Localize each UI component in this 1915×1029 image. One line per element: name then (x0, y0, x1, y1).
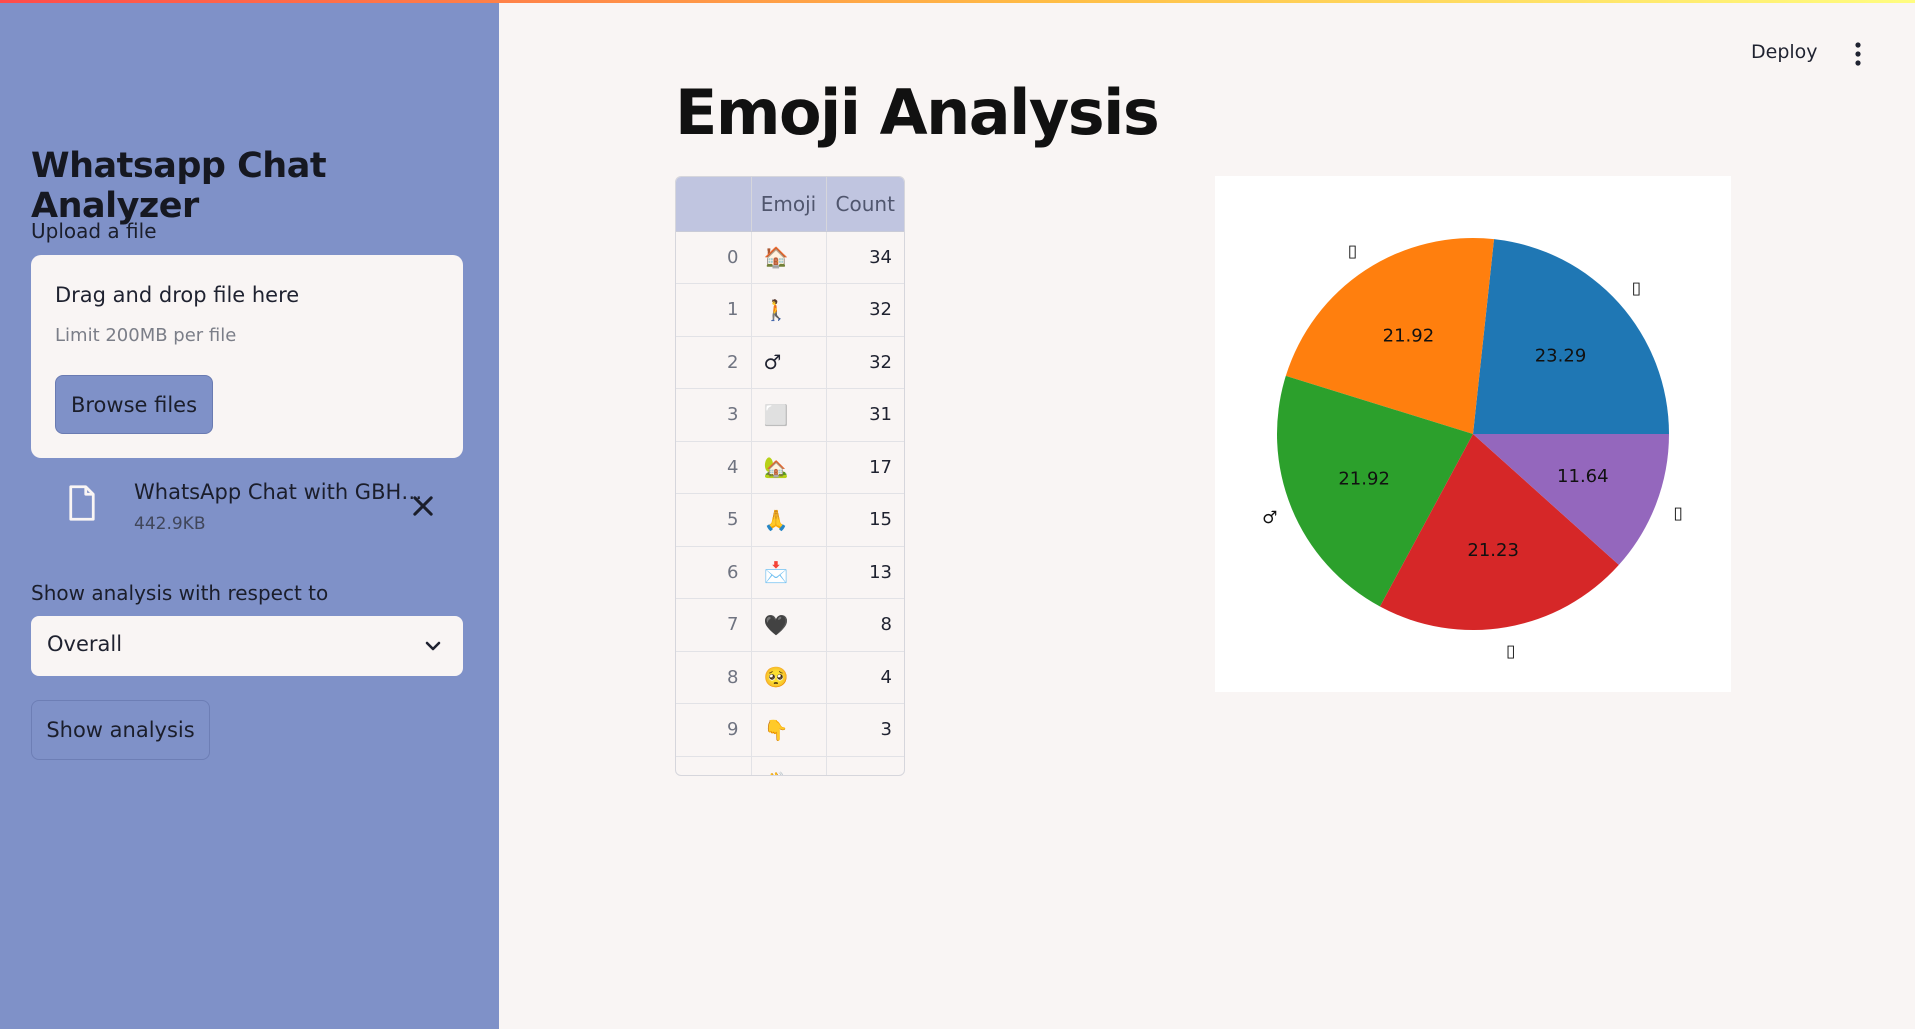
row-index: 0 (676, 231, 752, 284)
table-row: 6 📩 13 (676, 546, 904, 599)
row-emoji: 🙏 (751, 493, 827, 547)
deploy-button[interactable]: Deploy (1751, 41, 1818, 63)
pie-value-label: 21.92 (1338, 468, 1390, 489)
dropzone-title: Drag and drop file here (55, 283, 300, 307)
column-header-emoji[interactable]: Emoji (751, 177, 827, 232)
row-count: 8 (826, 598, 904, 652)
close-icon[interactable] (409, 492, 437, 520)
dropzone-limit: Limit 200MB per file (55, 325, 237, 346)
pie-category-label: ▯ (1632, 278, 1641, 298)
row-emoji: 🖤 (751, 598, 827, 652)
row-count: 15 (826, 493, 904, 547)
show-analysis-button[interactable]: Show analysis (31, 700, 210, 760)
file-icon (69, 485, 95, 521)
pie-value-label: 11.64 (1557, 466, 1609, 487)
pie-category-label: ♂ (1262, 508, 1277, 528)
analysis-target-select[interactable]: Overall (31, 616, 463, 676)
row-emoji: ♂ (751, 336, 827, 389)
table-row: 8 🥺 4 (676, 651, 904, 704)
row-count (826, 756, 904, 775)
row-count: 3 (826, 703, 904, 757)
more-options-icon[interactable] (1846, 40, 1870, 68)
row-index: 5 (676, 493, 752, 547)
row-emoji: 📩 (751, 546, 827, 599)
column-header-count[interactable]: Count (826, 177, 904, 232)
row-count: 34 (826, 231, 904, 284)
pie-value-label: 21.23 (1467, 540, 1519, 561)
pie-category-label: ▯ (1506, 641, 1515, 661)
table-row: 2 ♂ 32 (676, 336, 904, 389)
row-index: 3 (676, 388, 752, 442)
chevron-down-icon (425, 641, 441, 651)
table-row: 9 👇 3 (676, 703, 904, 757)
pie-slice (1473, 434, 1669, 565)
row-emoji: 👇 (751, 703, 827, 757)
row-count: 31 (826, 388, 904, 442)
select-value: Overall (47, 632, 123, 656)
table-row: 4 🏡 17 (676, 441, 904, 494)
table-row: 3 ⬜ 31 (676, 388, 904, 442)
row-index: 2 (676, 336, 752, 389)
row-emoji: ⬜ (751, 388, 827, 442)
row-emoji: 👋 (751, 756, 827, 775)
upload-label: Upload a file (31, 219, 157, 243)
select-label: Show analysis with respect to (31, 581, 329, 605)
row-index: 4 (676, 441, 752, 494)
row-count: 32 (826, 336, 904, 389)
sidebar-title: Whatsapp Chat Analyzer (31, 146, 327, 226)
pie-category-label: ▯ (1673, 503, 1682, 523)
row-count: 13 (826, 546, 904, 599)
row-index: 9 (676, 703, 752, 757)
emoji-table[interactable]: Emoji Count 0 🏠 34 1 🚶 32 2 ♂ 32 3 ⬜ (675, 176, 905, 776)
emoji-pie-chart: 23.29 ▯ 21.92 ▯ 21.92 ♂ 21.23 ▯ 11.64 ▯ (1215, 176, 1731, 692)
pie-category-label: ▯ (1348, 242, 1357, 262)
pie-slice (1285, 238, 1495, 434)
file-dropzone[interactable]: Drag and drop file here Limit 200MB per … (31, 255, 463, 458)
row-index: 7 (676, 598, 752, 652)
table-row: 10 👋 (676, 756, 904, 775)
browse-files-button[interactable]: Browse files (55, 375, 213, 434)
top-decoration-bar (0, 0, 1915, 3)
pie-value-label: 21.92 (1383, 326, 1435, 347)
file-size: 442.9KB (134, 514, 206, 534)
table-row: 5 🙏 15 (676, 493, 904, 547)
table-header-row: Emoji Count (676, 177, 904, 232)
table-row: 1 🚶 32 (676, 283, 904, 337)
table-row: 0 🏠 34 (676, 231, 904, 284)
row-index: 8 (676, 651, 752, 704)
row-count: 32 (826, 283, 904, 337)
row-count: 17 (826, 441, 904, 494)
row-index: 1 (676, 283, 752, 337)
pie-chart-svg: 23.29 ▯ 21.92 ▯ 21.92 ♂ 21.23 ▯ 11.64 ▯ (1262, 238, 1683, 661)
row-index: 10 (676, 756, 752, 775)
pie-slice (1277, 375, 1473, 607)
pie-slice (1379, 434, 1619, 630)
table-row: 7 🖤 8 (676, 598, 904, 652)
pie-value-label: 23.29 (1535, 345, 1587, 366)
row-emoji: 🚶 (751, 283, 827, 337)
row-index: 6 (676, 546, 752, 599)
sidebar: Whatsapp Chat Analyzer Upload a file Dra… (0, 0, 499, 1029)
row-emoji: 🥺 (751, 651, 827, 704)
pie-slice (1473, 239, 1669, 434)
column-header-index[interactable] (676, 177, 752, 232)
file-name: WhatsApp Chat with GBH… (134, 480, 423, 504)
row-emoji: 🏡 (751, 441, 827, 494)
row-emoji: 🏠 (751, 231, 827, 284)
page-title: Emoji Analysis (675, 76, 1160, 149)
row-count: 4 (826, 651, 904, 704)
uploaded-file: WhatsApp Chat with GBH… 442.9KB (31, 470, 463, 540)
